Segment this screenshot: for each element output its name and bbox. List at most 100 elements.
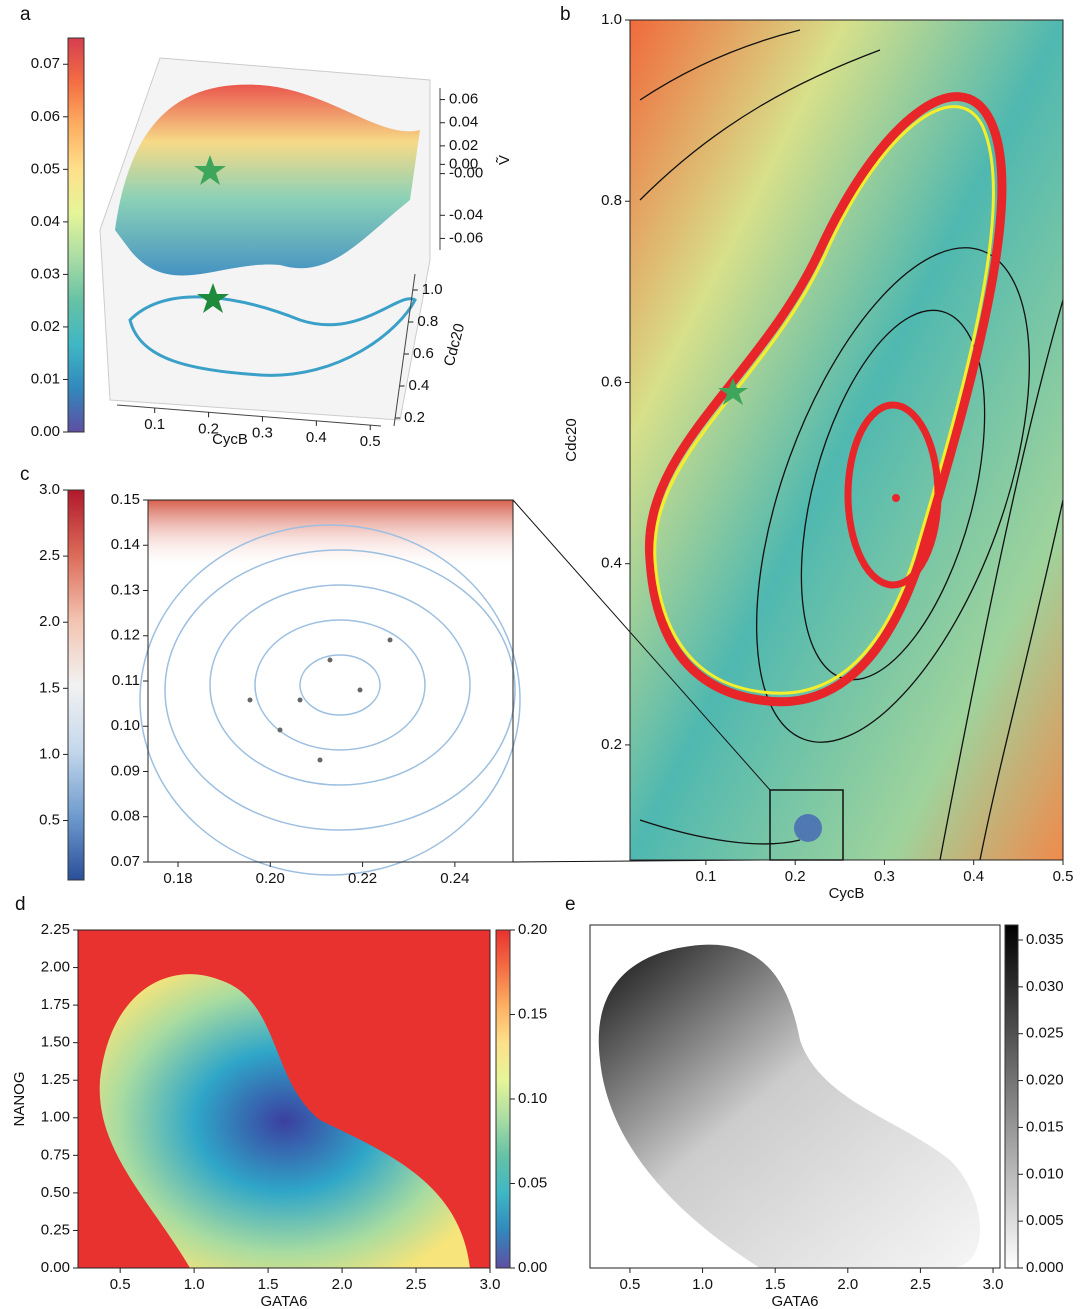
z-tick-label: -0.04 — [449, 206, 483, 223]
y-tick-label: 0.14 — [111, 536, 140, 553]
x-tick-label: 0.18 — [163, 870, 192, 887]
x-tick-label: 0.3 — [874, 868, 895, 885]
y-tick-label: 1.75 — [41, 996, 70, 1013]
x-tick-label: 1.0 — [692, 1276, 713, 1293]
y-tick-label: 0.12 — [111, 627, 140, 644]
colorbar — [495, 929, 511, 1269]
x-tick-label: 0.1 — [695, 868, 716, 885]
y-tick-label: 0.08 — [111, 808, 140, 825]
x-tick-label: 0.24 — [440, 870, 469, 887]
y-axis-label: Cdc20 — [441, 322, 469, 368]
x-tick-label: 3.0 — [480, 1276, 501, 1293]
colorbar-tick-label: 0.05 — [31, 160, 60, 177]
streamplot-b — [512, 20, 1064, 863]
attractor — [794, 814, 822, 842]
star — [194, 155, 226, 185]
heatmap-e — [598, 944, 980, 1268]
x-tick-label: 0.2 — [785, 868, 806, 885]
colorbar-tick-label: 0.005 — [1026, 1212, 1064, 1229]
plot-frame — [589, 924, 1001, 1269]
x-tick-label: 1.0 — [184, 1276, 205, 1293]
potential — [598, 944, 980, 1268]
x-tick-label: 0.5 — [620, 1276, 641, 1293]
y-tick-label: 0.75 — [41, 1146, 70, 1163]
plot-frame — [77, 929, 491, 1269]
x-tick-label: 1.5 — [765, 1276, 786, 1293]
colorbar-tick-label: 0.07 — [31, 55, 60, 72]
colorbar-tick-label: 0.030 — [1026, 978, 1064, 995]
x-tick-label: 2.0 — [332, 1276, 353, 1293]
colorbar-tick-label: 0.00 — [518, 1259, 547, 1276]
x-tick-label: 0.5 — [360, 433, 381, 450]
colorbar-tick-label: 0.04 — [31, 213, 60, 230]
potential — [99, 974, 470, 1268]
y-tick-label: 0.13 — [111, 581, 140, 598]
y-tick-label: 2.00 — [41, 959, 70, 976]
axis-line — [393, 273, 416, 427]
colorbar-tick-label: 0.02 — [31, 318, 60, 335]
y-tick-label: 0.15 — [111, 491, 140, 508]
y-tick-label: 1.00 — [41, 1109, 70, 1126]
colorbar-tick-label: 0.000 — [1026, 1259, 1064, 1276]
colorbar-tick-label: 0.035 — [1026, 931, 1064, 948]
x-tick-label: 0.22 — [348, 870, 377, 887]
colorbar-tick-label: 0.025 — [1026, 1025, 1064, 1042]
y-tick-label: 0.09 — [111, 762, 140, 779]
x-tick-label: 0.5 — [1053, 868, 1074, 885]
colorbar-tick-label: 2.0 — [39, 613, 60, 630]
x-tick-label: 1.5 — [258, 1276, 279, 1293]
colorbar-tick-label: 2.5 — [39, 547, 60, 564]
z-tick-label: -0.06 — [449, 229, 483, 246]
x-tick-label: 2.0 — [837, 1276, 858, 1293]
y-tick-label: 0.25 — [41, 1221, 70, 1238]
y-tick-label: 0.8 — [601, 192, 622, 209]
panel-label: b — [560, 4, 571, 25]
z-tick-label: -0.00 — [449, 165, 483, 182]
panel-label: d — [15, 894, 26, 915]
fixed-point — [892, 494, 900, 502]
y-tick-label: 0.2 — [601, 736, 622, 753]
colorbar-tick-label: 0.15 — [518, 1005, 547, 1022]
y-tick-label: 0.4 — [409, 377, 430, 394]
z-axis-label: Ṽ — [496, 155, 513, 165]
y-axis-label: Cdc20 — [563, 418, 580, 461]
z-tick-label: 0.04 — [449, 114, 478, 131]
colorbar-tick-label: 0.06 — [31, 108, 60, 125]
x-tick-label: 0.20 — [256, 870, 285, 887]
x-tick-label: 0.2 — [198, 420, 219, 437]
colorbar-tick-label: 1.0 — [39, 745, 60, 762]
streamlines — [139, 524, 521, 876]
background — [148, 500, 513, 570]
z-tick-label: 0.02 — [449, 137, 478, 154]
y-tick-label: 1.0 — [601, 11, 622, 28]
limit-cycle — [653, 105, 995, 695]
y-tick-label: 0.6 — [413, 345, 434, 362]
colorbar-tick-label: 0.05 — [518, 1174, 547, 1191]
surface — [115, 84, 420, 276]
y-tick-label: 0.11 — [112, 672, 140, 689]
x-tick-label: 2.5 — [910, 1276, 931, 1293]
x-axis-label: CycB — [212, 431, 248, 448]
heatmap-d — [78, 930, 490, 1268]
panel-label: a — [20, 4, 31, 25]
z-tick-label: 0.00 — [449, 155, 478, 172]
x-axis-label: CycB — [829, 885, 865, 902]
star — [197, 283, 229, 313]
y-tick-label: 0.6 — [601, 373, 622, 390]
star — [718, 378, 748, 405]
contour — [128, 295, 417, 377]
x-tick-label: 3.0 — [983, 1276, 1004, 1293]
x-axis-label: GATA6 — [772, 1293, 819, 1309]
z-tick-label: 0.06 — [449, 91, 478, 108]
panel-label: e — [565, 894, 576, 915]
y-tick-label: 0.8 — [417, 313, 438, 330]
axis-line — [116, 404, 382, 427]
cells — [247, 637, 393, 763]
y-tick-label: 2.25 — [41, 921, 70, 938]
y-tick-label: 0.00 — [41, 1259, 70, 1276]
colorbar-tick-label: 0.01 — [31, 370, 60, 387]
x-tick-label: 0.1 — [144, 416, 165, 433]
surface-plot — [99, 57, 431, 421]
x-tick-label: 0.4 — [963, 868, 984, 885]
